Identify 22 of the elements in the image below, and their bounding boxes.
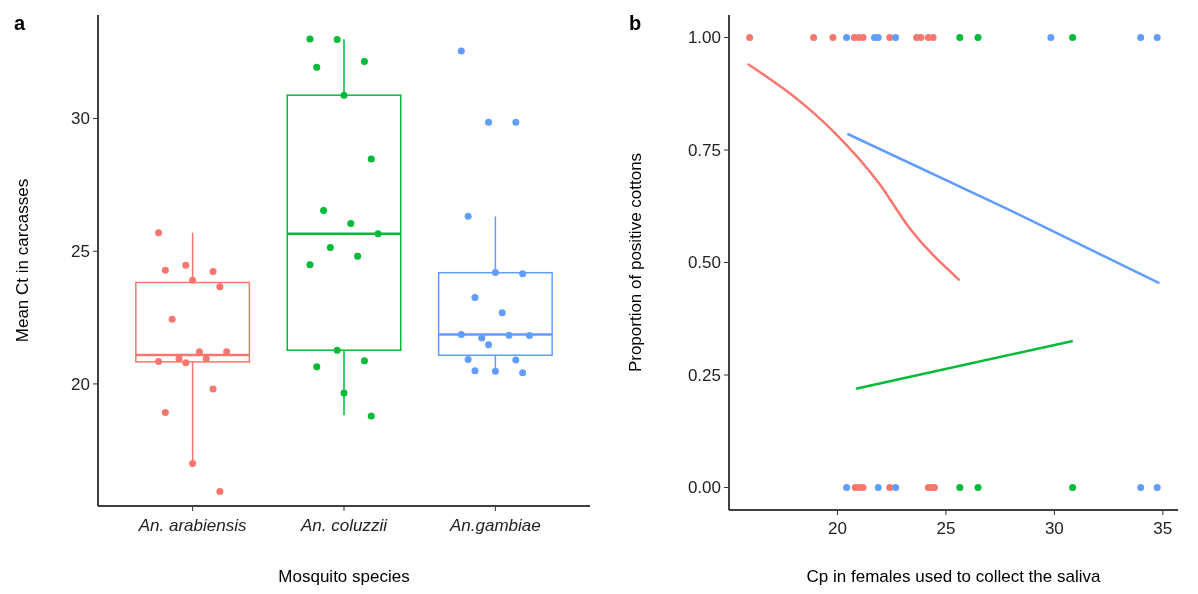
y-tick-label: 0.00 <box>687 478 721 498</box>
x-axis-title: Mosquito species <box>278 567 410 586</box>
x-axis-title: Cp in females used to collect the saliva <box>806 567 1101 586</box>
y-tick-label: 0.25 <box>687 365 721 385</box>
x-tick-label: 30 <box>1044 519 1064 538</box>
chart-title: a <box>14 12 26 34</box>
x-tick-label: 25 <box>936 519 956 538</box>
y-tick-label: 25 <box>71 242 90 262</box>
y-axis-title: Mean Ct in carcasses <box>13 178 32 343</box>
chart-title: b <box>629 12 642 34</box>
x-tick-label: An.gambiae <box>449 516 541 535</box>
x-tick-label: 20 <box>827 519 847 538</box>
line-series <box>747 63 961 281</box>
y-tick-label: 30 <box>71 109 90 129</box>
y-tick-label: 1.00 <box>687 28 721 48</box>
y-tick-label: 20 <box>71 374 90 394</box>
y-tick-label: 0.50 <box>687 253 721 273</box>
y-tick-label: 0.75 <box>687 140 721 160</box>
y-axis-title: Proportion of positive cottons <box>626 152 645 373</box>
x-tick-label: An. coluzzii <box>300 516 389 535</box>
x-tick-label: An. arabiensis <box>137 516 247 535</box>
x-tick-label: 35 <box>1153 519 1173 538</box>
